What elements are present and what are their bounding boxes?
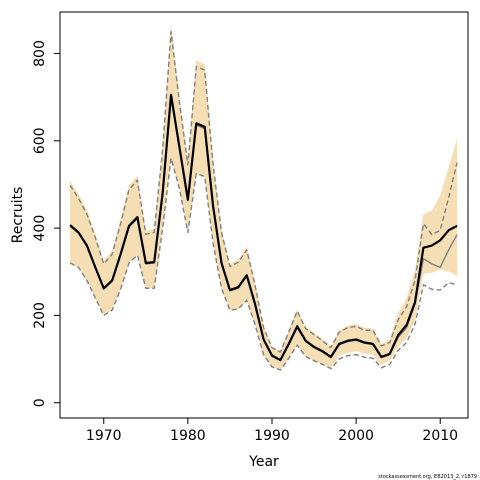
plot-frame [59,11,469,419]
series-line-estimate [69,93,458,362]
series-line-alternate-upper [69,30,458,353]
x-tick-label: 1990 [254,428,290,444]
y-tick-label: 200 [32,302,48,329]
series-lines-layer [69,30,458,371]
x-tick-label: 2000 [338,428,374,444]
y-tick-label: 600 [32,127,48,154]
x-axis: 1970 1980 1990 2000 2010 [86,418,458,444]
y-tick-label: 800 [32,40,48,67]
x-axis-title: Year [248,454,279,470]
x-tick-label: 2010 [422,428,458,444]
uncertainty-band [70,22,458,370]
x-tick-label: 1980 [170,428,206,444]
series-line-alternate-lower [69,157,458,371]
y-tick-label: 400 [32,215,48,242]
x-tick-label: 1970 [86,428,122,444]
uncertainty-band-layer [70,22,458,370]
y-tick-label: 0 [32,398,48,407]
y-axis: 0 200 400 600 800 [32,40,60,407]
credit-text: stockassessment.org, EB2013_2, r1879 [378,474,477,480]
y-axis-title: Recruits [10,187,26,244]
